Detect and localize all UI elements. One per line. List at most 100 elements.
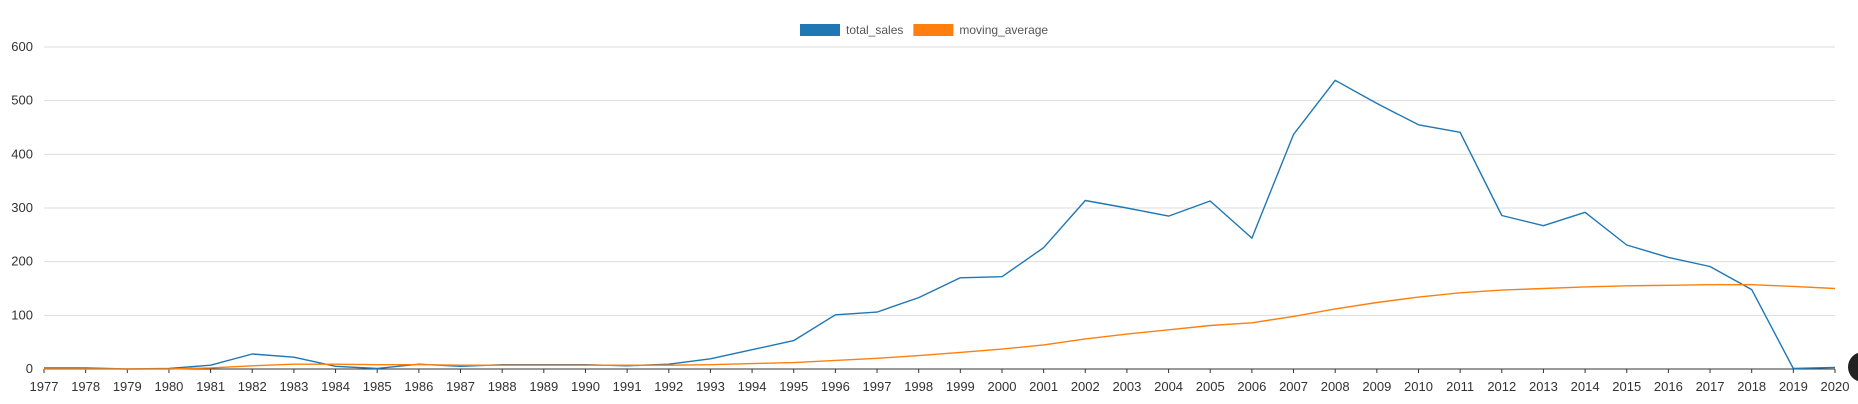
data-point-total-sales[interactable]	[1207, 198, 1213, 204]
data-point-moving-average[interactable]	[166, 366, 172, 372]
legend-label: total_sales	[846, 23, 903, 37]
data-point-total-sales[interactable]	[1332, 77, 1338, 83]
data-point-total-sales[interactable]	[957, 275, 963, 281]
floating-action-button[interactable]	[1848, 352, 1858, 382]
data-point-moving-average[interactable]	[41, 366, 47, 372]
data-point-moving-average[interactable]	[249, 363, 255, 369]
data-point-total-sales[interactable]	[1124, 205, 1130, 211]
data-point-moving-average[interactable]	[1374, 299, 1380, 305]
data-point-total-sales[interactable]	[1166, 213, 1172, 219]
data-point-total-sales[interactable]	[1374, 100, 1380, 106]
y-tick-label: 600	[11, 39, 33, 54]
data-point-total-sales[interactable]	[1624, 242, 1630, 248]
data-point-total-sales[interactable]	[1790, 365, 1796, 371]
series-layer	[41, 77, 1838, 372]
legend-item-total-sales[interactable]: total_sales	[800, 23, 903, 37]
data-point-total-sales[interactable]	[291, 354, 297, 360]
data-point-total-sales[interactable]	[1499, 213, 1505, 219]
x-tick-label: 1983	[279, 379, 308, 394]
data-point-moving-average[interactable]	[1457, 290, 1463, 296]
data-point-moving-average[interactable]	[1749, 282, 1755, 288]
data-point-moving-average[interactable]	[707, 362, 713, 368]
data-point-moving-average[interactable]	[1415, 294, 1421, 300]
data-point-moving-average[interactable]	[666, 362, 672, 368]
legend-swatch	[800, 24, 840, 36]
data-point-total-sales[interactable]	[874, 309, 880, 315]
data-point-moving-average[interactable]	[624, 362, 630, 368]
data-point-moving-average[interactable]	[541, 362, 547, 368]
data-point-moving-average[interactable]	[1540, 286, 1546, 292]
data-point-moving-average[interactable]	[83, 366, 89, 372]
data-point-moving-average[interactable]	[1832, 286, 1838, 292]
x-tick-label: 2006	[1237, 379, 1266, 394]
data-point-moving-average[interactable]	[957, 349, 963, 355]
data-point-moving-average[interactable]	[1207, 323, 1213, 329]
x-tick-label: 2005	[1196, 379, 1225, 394]
data-point-total-sales[interactable]	[749, 347, 755, 353]
data-point-moving-average[interactable]	[499, 362, 505, 368]
x-tick-label: 2020	[1821, 379, 1850, 394]
data-point-total-sales[interactable]	[999, 274, 1005, 280]
legend[interactable]: total_sales moving_average	[800, 23, 1048, 37]
data-point-moving-average[interactable]	[1082, 336, 1088, 342]
x-tick-label: 2000	[988, 379, 1017, 394]
x-tick-label: 1978	[71, 379, 100, 394]
data-point-moving-average[interactable]	[916, 353, 922, 359]
data-point-moving-average[interactable]	[832, 357, 838, 363]
x-tick-label: 2004	[1154, 379, 1183, 394]
data-point-moving-average[interactable]	[1707, 282, 1713, 288]
data-point-total-sales[interactable]	[1665, 254, 1671, 260]
y-tick-label: 0	[26, 361, 33, 376]
data-point-total-sales[interactable]	[1082, 197, 1088, 203]
data-point-total-sales[interactable]	[1582, 209, 1588, 215]
data-point-moving-average[interactable]	[333, 361, 339, 367]
data-point-total-sales[interactable]	[1291, 131, 1297, 137]
data-point-moving-average[interactable]	[291, 361, 297, 367]
series-line-total-sales	[44, 79, 1836, 370]
data-point-total-sales[interactable]	[1832, 364, 1838, 370]
data-point-moving-average[interactable]	[1582, 284, 1588, 290]
data-point-total-sales[interactable]	[1249, 235, 1255, 241]
data-point-moving-average[interactable]	[1499, 287, 1505, 293]
data-point-total-sales[interactable]	[1540, 223, 1546, 229]
data-point-moving-average[interactable]	[1124, 331, 1130, 337]
data-point-moving-average[interactable]	[791, 360, 797, 366]
data-point-moving-average[interactable]	[874, 355, 880, 361]
data-point-moving-average[interactable]	[124, 366, 130, 372]
data-point-moving-average[interactable]	[1332, 306, 1338, 312]
data-point-total-sales[interactable]	[707, 356, 713, 362]
data-point-total-sales[interactable]	[832, 312, 838, 318]
data-point-total-sales[interactable]	[791, 338, 797, 344]
data-point-moving-average[interactable]	[458, 362, 464, 368]
x-tick-label: 2002	[1071, 379, 1100, 394]
x-tick-label: 1987	[446, 379, 475, 394]
data-point-moving-average[interactable]	[999, 346, 1005, 352]
data-point-moving-average[interactable]	[1291, 313, 1297, 319]
data-point-moving-average[interactable]	[582, 362, 588, 368]
data-point-moving-average[interactable]	[374, 362, 380, 368]
data-point-moving-average[interactable]	[1166, 327, 1172, 333]
data-point-total-sales[interactable]	[916, 295, 922, 301]
x-tick-label: 1979	[113, 379, 142, 394]
legend-swatch	[913, 24, 954, 36]
data-point-total-sales[interactable]	[1041, 245, 1047, 251]
data-point-total-sales[interactable]	[1707, 263, 1713, 269]
data-point-moving-average[interactable]	[208, 365, 214, 371]
data-point-moving-average[interactable]	[416, 362, 422, 368]
data-point-moving-average[interactable]	[1665, 282, 1671, 288]
data-point-total-sales[interactable]	[249, 351, 255, 357]
data-point-moving-average[interactable]	[1249, 320, 1255, 326]
data-point-moving-average[interactable]	[1624, 283, 1630, 289]
x-tick-label: 1982	[238, 379, 267, 394]
x-tick-label: 1994	[738, 379, 767, 394]
legend-item-moving-average[interactable]: moving_average	[913, 23, 1048, 37]
x-tick-label: 2012	[1487, 379, 1516, 394]
data-point-moving-average[interactable]	[749, 361, 755, 367]
x-tick-label: 2016	[1654, 379, 1683, 394]
data-point-total-sales[interactable]	[1415, 122, 1421, 128]
data-point-moving-average[interactable]	[1790, 283, 1796, 289]
x-tick-label: 1986	[404, 379, 433, 394]
data-point-moving-average[interactable]	[1041, 342, 1047, 348]
x-tick-label: 2019	[1779, 379, 1808, 394]
data-point-total-sales[interactable]	[1457, 129, 1463, 135]
